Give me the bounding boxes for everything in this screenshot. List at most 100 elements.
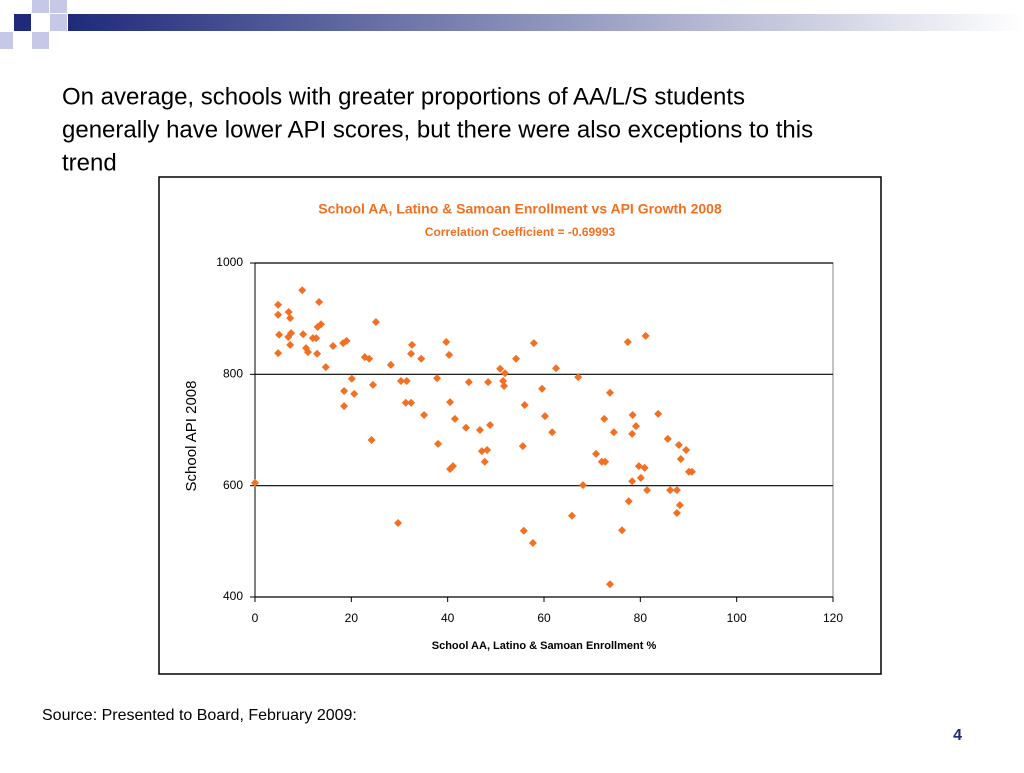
header-bar <box>68 14 1024 31</box>
x-axis-label: School AA, Latino & Samoan Enrollment % <box>432 640 657 652</box>
scatter-point <box>386 360 395 369</box>
scatter-point <box>442 338 451 347</box>
scatter-point <box>408 340 417 349</box>
scatter-point <box>528 539 537 548</box>
scatter-point <box>450 414 459 423</box>
scatter-point <box>303 348 312 357</box>
scatter-point <box>396 377 405 386</box>
scatter-point <box>574 373 583 382</box>
scatter-point <box>512 354 521 363</box>
scatter-point <box>371 318 380 327</box>
scatter-point <box>365 354 374 363</box>
scatter-point <box>499 377 508 386</box>
deco-square <box>32 32 49 49</box>
deco-square <box>0 32 13 49</box>
scatter-point <box>634 462 643 471</box>
scatter-point <box>274 349 283 358</box>
scatter-point <box>448 462 457 471</box>
scatter-point <box>618 526 627 535</box>
scatter-point <box>663 434 672 443</box>
y-axis-label: School API 2008 <box>183 381 200 492</box>
scatter-point <box>434 439 443 448</box>
x-tick-label: 40 <box>441 611 455 625</box>
x-tick-label: 0 <box>252 611 259 625</box>
deco-square <box>50 0 67 13</box>
scatter-point <box>417 354 426 363</box>
scatter-point <box>592 449 601 458</box>
scatter-point <box>251 478 259 487</box>
scatter-point <box>643 486 652 495</box>
scatter-point <box>672 508 681 517</box>
scatter-point <box>605 580 614 589</box>
scatter-point <box>640 463 649 472</box>
scatter-point <box>420 410 429 419</box>
x-tick-label: 20 <box>345 611 359 625</box>
x-tick-label: 80 <box>634 611 648 625</box>
x-tick-label: 120 <box>823 611 843 625</box>
scatter-point <box>446 398 455 407</box>
x-tick-label: 60 <box>537 611 551 625</box>
scatter-point <box>477 447 486 456</box>
scatter-point <box>628 429 637 438</box>
scatter-point <box>394 518 403 527</box>
scatter-point <box>529 339 538 348</box>
scatter-point <box>312 334 321 343</box>
y-tick-label: 1000 <box>216 255 243 269</box>
scatter-point <box>299 330 308 339</box>
scatter-point <box>548 428 557 437</box>
scatter-point <box>518 442 527 451</box>
scatter-point <box>641 331 650 340</box>
scatter-point <box>486 420 495 429</box>
scatter-point <box>484 378 493 387</box>
heading-line: trend <box>62 149 117 176</box>
page-number: 4 <box>953 727 962 744</box>
scatter-point <box>496 364 505 373</box>
scatter-point <box>475 426 484 434</box>
scatter-point <box>628 477 637 486</box>
scatter-point <box>674 441 683 450</box>
scatter-point <box>666 486 675 495</box>
scatter-point <box>624 497 633 506</box>
scatter-point <box>682 446 691 455</box>
scatter-point <box>480 457 489 466</box>
y-tick-label: 400 <box>223 589 243 603</box>
scatter-point <box>315 297 324 306</box>
scatter-point <box>600 414 609 423</box>
scatter-point <box>579 481 588 490</box>
scatter-point <box>636 473 645 482</box>
scatter-point <box>538 384 547 393</box>
scatter-point <box>407 349 416 358</box>
scatter-point <box>672 486 681 495</box>
scatter-point <box>483 446 492 455</box>
chart-subtitle: Correlation Coefficient = -0.69993 <box>425 225 616 239</box>
heading-line: generally have lower API scores, but the… <box>62 116 813 143</box>
y-tick-label: 800 <box>223 367 243 381</box>
scatter-point <box>676 454 685 463</box>
scatter-point <box>445 350 454 359</box>
scatter-point <box>313 349 322 358</box>
scatter-point <box>519 526 528 535</box>
scatter-point <box>402 377 411 386</box>
scatter-point <box>342 336 351 345</box>
deco-square <box>50 14 67 31</box>
scatter-point <box>609 428 618 437</box>
scatter-point <box>567 511 576 520</box>
scatter-point <box>552 364 561 373</box>
scatter-point <box>286 314 295 323</box>
scatter-point <box>367 436 376 445</box>
scatter-point <box>500 369 509 378</box>
scatter-point <box>401 398 410 407</box>
chart-frame <box>158 176 882 675</box>
deco-square <box>14 14 31 31</box>
scatter-point <box>520 400 529 409</box>
heading-line: On average, schools with greater proport… <box>62 83 745 110</box>
scatter-point <box>461 423 470 432</box>
scatter-point <box>433 374 442 383</box>
x-tick-label: 100 <box>727 611 747 625</box>
scatter-point <box>654 409 663 418</box>
scatter-point <box>316 320 325 329</box>
scatter-point <box>500 382 509 391</box>
scatter-point <box>274 300 283 309</box>
